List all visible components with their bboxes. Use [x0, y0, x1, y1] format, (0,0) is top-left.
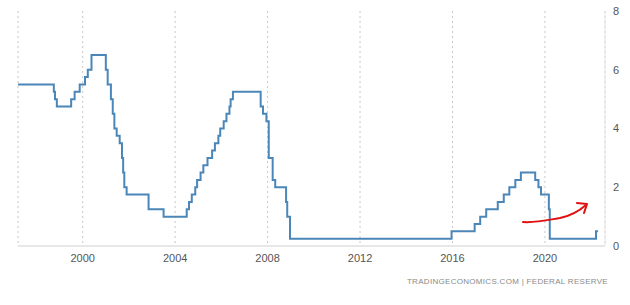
svg-text:2004: 2004 — [163, 252, 187, 264]
svg-text:2012: 2012 — [348, 252, 372, 264]
svg-text:4: 4 — [613, 122, 619, 134]
svg-text:2: 2 — [613, 181, 619, 193]
svg-text:8: 8 — [613, 5, 619, 17]
svg-text:2016: 2016 — [440, 252, 464, 264]
html-text:TRADINGECONOMICS.COM | FEDERAL: TRADINGECONOMICS.COM | FEDERAL RESERVE — [406, 277, 608, 286]
svg-text:2020: 2020 — [533, 252, 557, 264]
svg-text:2008: 2008 — [255, 252, 279, 264]
svg-text:2000: 2000 — [70, 252, 94, 264]
svg-text:6: 6 — [613, 64, 619, 76]
svg-text:0: 0 — [613, 240, 619, 252]
